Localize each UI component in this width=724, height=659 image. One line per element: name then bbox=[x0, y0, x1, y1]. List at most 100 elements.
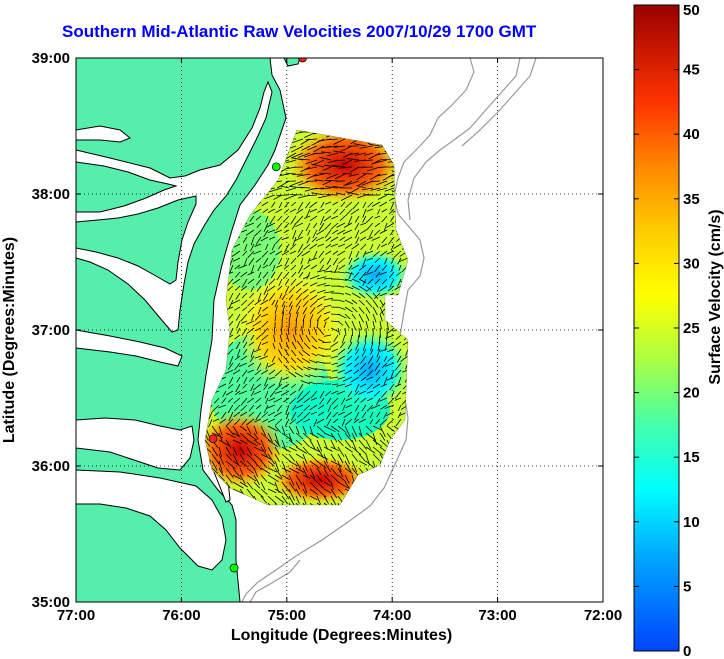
velocity-vector bbox=[205, 439, 211, 447]
velocity-vector bbox=[247, 278, 255, 285]
velocity-vector bbox=[222, 390, 227, 398]
velocity-vector bbox=[376, 397, 381, 406]
velocity-vector bbox=[387, 285, 395, 292]
velocity-vector bbox=[275, 236, 283, 245]
velocity-vector bbox=[394, 390, 402, 400]
velocity-vector bbox=[242, 306, 248, 312]
velocity-vector bbox=[262, 271, 269, 279]
velocity-vector bbox=[342, 404, 346, 412]
velocity-vector bbox=[239, 467, 244, 476]
velocity-vector bbox=[286, 411, 290, 419]
velocity-vector bbox=[317, 327, 325, 336]
velocity-vector bbox=[274, 439, 281, 448]
velocity-vector bbox=[381, 208, 388, 213]
velocity-vector bbox=[344, 243, 353, 250]
velocity-vector bbox=[264, 376, 269, 387]
velocity-vector bbox=[346, 362, 353, 368]
velocity-vector bbox=[242, 250, 248, 256]
velocity-vector bbox=[211, 460, 218, 471]
velocity-vector bbox=[252, 250, 262, 255]
velocity-vector bbox=[265, 397, 269, 405]
velocity-vector bbox=[289, 418, 297, 425]
velocity-vector bbox=[254, 243, 262, 247]
velocity-vector bbox=[393, 250, 402, 258]
velocity-vector bbox=[356, 173, 367, 181]
velocity-vector bbox=[316, 276, 327, 280]
velocity-vector bbox=[276, 264, 283, 268]
velocity-vector bbox=[365, 292, 373, 300]
velocity-vector bbox=[384, 257, 388, 265]
velocity-vector bbox=[283, 264, 290, 270]
velocity-vector bbox=[333, 159, 346, 162]
velocity-vector bbox=[254, 355, 262, 359]
velocity-vector bbox=[344, 467, 353, 475]
velocity-vector bbox=[234, 264, 241, 270]
velocity-vector bbox=[289, 243, 297, 250]
velocity-vector bbox=[281, 460, 287, 473]
velocity-vector bbox=[337, 250, 346, 256]
velocity-vector bbox=[218, 460, 223, 473]
land-north bbox=[283, 58, 301, 67]
velocity-vector bbox=[239, 460, 248, 468]
velocity-vector bbox=[339, 215, 346, 222]
velocity-vector bbox=[330, 474, 339, 483]
velocity-vector bbox=[247, 299, 255, 307]
velocity-vector bbox=[273, 327, 276, 336]
velocity-vector bbox=[351, 453, 359, 462]
velocity-vector bbox=[370, 341, 374, 352]
velocity-vector bbox=[397, 376, 402, 386]
velocity-vector bbox=[364, 334, 367, 343]
velocity-vector bbox=[344, 446, 353, 453]
velocity-vector bbox=[323, 481, 332, 487]
velocity-vector bbox=[257, 306, 262, 315]
velocity-vector bbox=[246, 439, 258, 447]
velocity-vector bbox=[380, 250, 388, 257]
velocity-vector bbox=[267, 383, 276, 390]
velocity-vector bbox=[362, 341, 367, 351]
velocity-vector bbox=[360, 376, 367, 382]
velocity-vector bbox=[239, 432, 249, 441]
velocity-vector bbox=[364, 152, 374, 156]
velocity-vector bbox=[302, 307, 308, 315]
velocity-vector bbox=[323, 297, 333, 301]
velocity-vector bbox=[369, 173, 381, 181]
colorbar-tick-label: 50 bbox=[683, 2, 700, 19]
velocity-vector bbox=[305, 159, 318, 165]
velocity-vector bbox=[218, 439, 230, 446]
velocity-vector bbox=[235, 313, 241, 321]
albemarle-sound bbox=[76, 417, 195, 471]
radar-site bbox=[229, 563, 239, 573]
velocity-vector bbox=[373, 292, 381, 300]
velocity-vector bbox=[228, 411, 234, 422]
velocity-vector bbox=[288, 371, 297, 378]
velocity-vector bbox=[232, 425, 240, 437]
velocity-vector bbox=[263, 348, 269, 356]
velocity-vector bbox=[307, 229, 311, 236]
velocity-vector bbox=[242, 348, 248, 356]
velocity-vector bbox=[236, 376, 241, 383]
velocity-vector bbox=[370, 180, 381, 182]
velocity-vector bbox=[316, 289, 326, 294]
velocity-vector bbox=[344, 327, 347, 336]
velocity-vector bbox=[295, 222, 304, 228]
velocity-vector bbox=[358, 320, 363, 331]
velocity-vector bbox=[261, 320, 269, 328]
velocity-vector bbox=[346, 355, 353, 361]
velocity-vector bbox=[316, 229, 325, 236]
velocity-vector bbox=[366, 369, 374, 377]
velocity-vector bbox=[261, 313, 269, 318]
velocity-vector bbox=[358, 264, 367, 271]
velocity-vector bbox=[354, 152, 367, 156]
velocity-vector bbox=[321, 151, 332, 154]
velocity-vector bbox=[295, 287, 302, 294]
velocity-vector bbox=[357, 180, 367, 186]
velocity-vector bbox=[278, 257, 283, 265]
velocity-vector bbox=[227, 348, 234, 355]
velocity-vector bbox=[268, 397, 276, 402]
velocity-vector bbox=[308, 359, 318, 364]
velocity-vector bbox=[239, 474, 246, 485]
velocity-vector bbox=[341, 159, 353, 166]
velocity-vector bbox=[330, 320, 340, 323]
velocity-vector bbox=[234, 390, 241, 396]
velocity-vector bbox=[333, 138, 346, 145]
